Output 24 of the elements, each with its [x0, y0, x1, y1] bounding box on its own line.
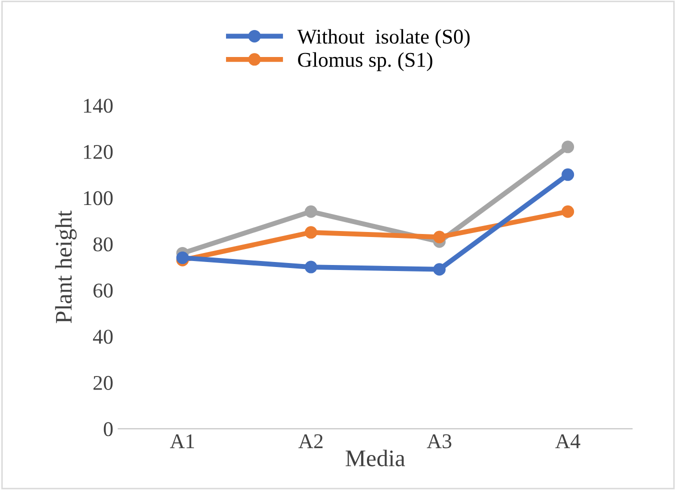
x-tick-label: A2 [298, 434, 323, 448]
y-tick-label: 60 [94, 284, 113, 298]
x-tick-label: A1 [170, 434, 194, 448]
point [562, 205, 574, 218]
y-tick-label: 80 [93, 237, 113, 252]
point [562, 140, 574, 154]
x-tick-label: A3 [426, 434, 452, 448]
point [433, 263, 446, 276]
x-tick-label: A4 [555, 434, 580, 448]
y-tick-label: 120 [84, 144, 113, 159]
y-tick-label: 20 [94, 376, 113, 390]
point [304, 205, 318, 218]
y-axis-title: Plant height [55, 210, 77, 324]
legend-label: Without isolate (S0) [297, 29, 470, 48]
y-tick-label: 140 [84, 98, 113, 113]
point [304, 226, 318, 239]
legend-label: Glomus sp. (S1) [298, 52, 432, 72]
y-tick-label: 0 [104, 422, 113, 436]
point [304, 260, 318, 274]
point [433, 230, 446, 244]
y-tick-label: 40 [93, 330, 113, 344]
x-axis-title: Media [346, 450, 406, 466]
point [562, 168, 574, 181]
y-tick-label: 100 [84, 191, 113, 206]
